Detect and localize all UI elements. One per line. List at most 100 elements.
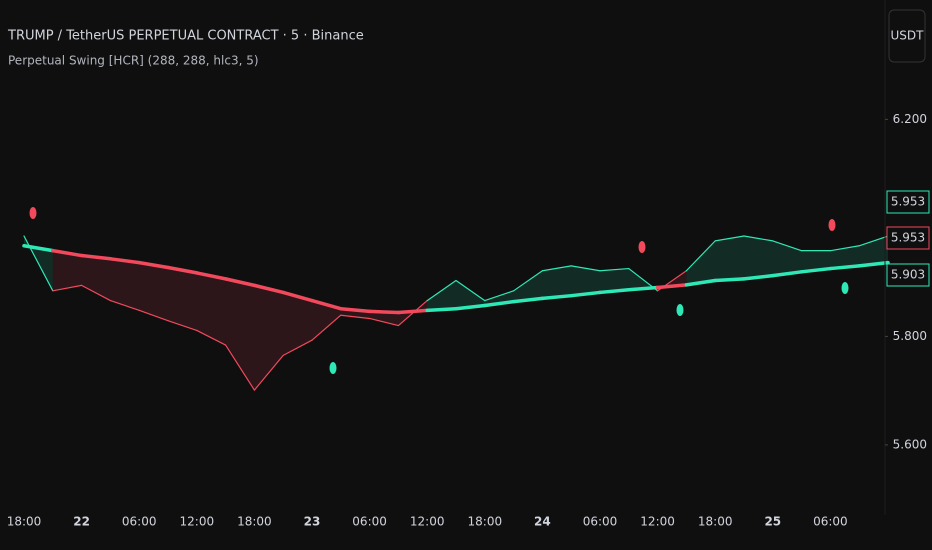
swing-fill [686, 240, 716, 285]
swing-segment [51, 248, 84, 258]
swing-segment [281, 290, 314, 303]
swing-segment [367, 309, 401, 315]
swing-segment [425, 306, 458, 313]
y-tick-label: 5.800 [893, 329, 927, 343]
buy-signal [329, 362, 337, 374]
price-label-box [886, 226, 930, 250]
indicator-label: Perpetual Swing [HCR] (288, 288, hlc3, 5… [8, 54, 259, 68]
y-tick-label: 6.200 [893, 112, 927, 126]
swing-segment [108, 257, 141, 265]
swing-segment [483, 299, 516, 308]
swing-segment [857, 260, 890, 268]
swing-segment [396, 308, 429, 315]
swing-segment [713, 277, 746, 283]
x-tick-label: 06:00 [122, 515, 157, 529]
swing-fill [369, 311, 399, 326]
swing-fill [81, 255, 111, 301]
price-label: 5.953 [891, 231, 925, 245]
buy-signal [841, 282, 849, 294]
swing-fill [196, 272, 226, 346]
price-segment [340, 314, 371, 320]
price-segment [426, 279, 457, 302]
swing-segment [22, 244, 55, 253]
swing-fill [744, 236, 773, 279]
swing-segment [137, 260, 170, 270]
x-tick-label: 06:00 [352, 515, 387, 529]
swing-fill [168, 267, 197, 331]
x-tick-label: 23 [304, 515, 321, 529]
x-tick-label: 12:00 [410, 515, 445, 529]
price-segment [80, 284, 112, 302]
price-segment [52, 284, 83, 292]
swing-fill [571, 265, 600, 296]
price-segment [858, 235, 889, 247]
price-label-box [886, 263, 930, 287]
x-tick-label: 25 [764, 515, 781, 529]
price-segment [714, 235, 745, 242]
swing-fill [225, 278, 255, 391]
swing-segment [511, 296, 545, 304]
sell-signal [29, 207, 37, 219]
price-label-box [886, 190, 930, 214]
price-segment [369, 317, 399, 327]
x-tick-label: 06:00 [813, 515, 848, 529]
swing-fill [456, 280, 485, 309]
swing-fill [312, 300, 341, 341]
price-segment [167, 320, 198, 332]
swing-fill [110, 258, 140, 311]
sell-signal [638, 241, 646, 253]
swing-segment [223, 277, 257, 288]
price-segment [685, 240, 716, 272]
swing-segment [598, 287, 631, 295]
swing-fill [139, 262, 168, 321]
buy-signal [676, 304, 684, 316]
swing-segment [195, 271, 228, 281]
swing-segment [339, 306, 372, 314]
swing-segment [655, 283, 689, 290]
y-tick-label: 5.600 [893, 437, 927, 451]
price-label: 5.953 [891, 195, 925, 209]
swing-segment [627, 285, 660, 292]
swing-segment [252, 283, 285, 295]
sell-signal [828, 219, 836, 231]
price-segment [512, 270, 544, 292]
price-segment [138, 309, 169, 322]
swing-fill [715, 236, 744, 281]
currency-button[interactable]: USDT [891, 29, 925, 43]
price-segment [225, 344, 255, 391]
price-segment [196, 329, 227, 346]
x-tick-label: 18:00 [7, 515, 42, 529]
swing-segment [540, 293, 573, 301]
swing-segment [454, 303, 487, 311]
swing-segment [569, 290, 602, 298]
price-segment [772, 240, 803, 252]
price-segment [599, 267, 630, 272]
swing-segment [79, 253, 113, 261]
swing-segment [684, 278, 717, 287]
currency-button-frame[interactable] [888, 9, 926, 63]
swing-fill [830, 245, 860, 269]
swing-fill [772, 240, 802, 276]
x-tick-label: 18:00 [237, 515, 272, 529]
swing-fill [801, 250, 831, 272]
chart-title: TRUMP / TetherUS PERPETUAL CONTRACT · 5 … [7, 29, 364, 44]
swing-segment [799, 266, 833, 274]
price-segment [570, 265, 601, 272]
x-tick-label: 24 [534, 515, 551, 529]
price-label: 5.903 [891, 268, 925, 282]
x-tick-label: 06:00 [583, 515, 618, 529]
price-segment [455, 279, 486, 302]
swing-fill [283, 292, 312, 356]
plot-area [22, 235, 890, 391]
price-segment [829, 245, 860, 252]
price-segment [484, 290, 515, 302]
price-segment [253, 354, 284, 391]
price-segment [109, 299, 140, 311]
swing-fill [600, 268, 629, 293]
price-segment [743, 235, 774, 242]
x-tick-label: 22 [73, 515, 90, 529]
swing-fill [52, 250, 82, 291]
swing-segment [828, 264, 861, 271]
